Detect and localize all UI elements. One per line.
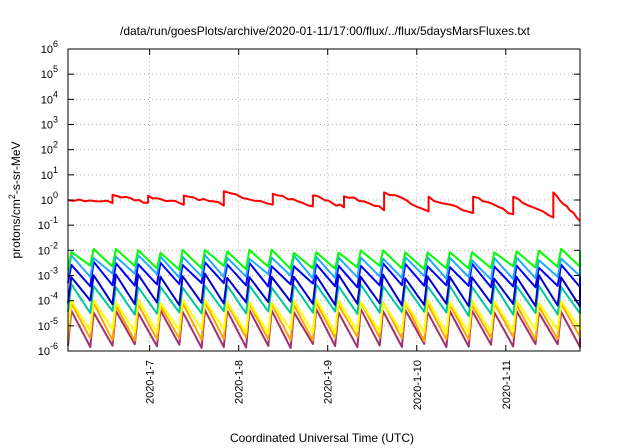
series-line [67, 247, 581, 271]
y-axis-label-sup: 2 [7, 194, 17, 199]
x-tick-label: 2020-1-8 [234, 360, 246, 404]
y-tick-base: 10 [41, 44, 53, 56]
y-tick-exponent: -2 [50, 240, 58, 250]
series-line [67, 260, 581, 289]
y-tick-label: 10-6 [38, 341, 58, 358]
y-tick-exponent: -1 [50, 215, 58, 225]
series-line [67, 272, 581, 308]
y-tick-exponent: 2 [53, 140, 58, 150]
y-tick-label: 102 [41, 140, 58, 157]
y-tick-label: 10-5 [38, 316, 58, 333]
y-tick-exponent: 4 [53, 89, 58, 99]
x-tick-label: 2020-1-11 [501, 360, 513, 409]
y-tick-base: 10 [41, 94, 53, 106]
y-axis-label-rest: -s-sr-MeV [9, 141, 23, 194]
y-tick-exponent: -4 [50, 291, 58, 301]
y-tick-exponent: -5 [50, 316, 58, 326]
y-tick-label: 10-1 [38, 215, 58, 232]
y-tick-label: 10-4 [38, 291, 58, 308]
y-tick-exponent: -3 [50, 266, 58, 276]
y-tick-label: 101 [41, 165, 58, 182]
y-tick-base: 10 [41, 69, 53, 81]
y-tick-base: 10 [38, 346, 50, 358]
y-tick-base: 10 [38, 271, 50, 283]
y-tick-label: 100 [41, 190, 58, 207]
series-line [67, 301, 581, 343]
x-tick-label: 2020-1-7 [145, 360, 157, 404]
series-line [67, 254, 581, 281]
ticks [68, 48, 580, 352]
y-tick-exponent: 1 [53, 165, 58, 175]
y-tick-labels: 10-610-510-410-310-210-11001011021031041… [38, 39, 58, 358]
y-tick-label: 105 [41, 64, 58, 81]
y-axis-label-base: protons/cm [9, 199, 23, 258]
y-tick-exponent: 6 [53, 39, 58, 49]
y-tick-exponent: 0 [53, 190, 58, 200]
series-line [67, 283, 581, 317]
chart-title: /data/run/goesPlots/archive/2020-01-11/1… [120, 24, 531, 38]
y-tick-label: 106 [41, 39, 58, 56]
x-axis-label: Coordinated Universal Time (UTC) [230, 431, 414, 445]
y-tick-base: 10 [38, 220, 50, 232]
series-layer [67, 190, 581, 349]
series-line [67, 307, 581, 349]
y-tick-base: 10 [41, 170, 53, 182]
y-tick-base: 10 [38, 245, 50, 257]
y-tick-base: 10 [41, 120, 53, 132]
y-tick-label: 10-3 [38, 266, 58, 283]
x-tick-label: 2020-1-10 [412, 360, 424, 410]
y-tick-exponent: 5 [53, 64, 58, 74]
y-tick-exponent: -6 [50, 341, 58, 351]
y-axis-label: protons/cm2-s-sr-MeV [7, 141, 23, 258]
series-line [67, 298, 581, 335]
y-tick-base: 10 [41, 195, 53, 207]
y-tick-base: 10 [41, 145, 53, 157]
series-line [67, 190, 581, 222]
y-tick-label: 10-2 [38, 240, 58, 257]
y-tick-base: 10 [38, 321, 50, 333]
x-tick-labels: 2020-1-7 2020-1-8 2020-1-9 2020-1-10 2020-1-… [145, 360, 513, 410]
y-tick-base: 10 [38, 296, 50, 308]
x-tick-label: 2020-1-9 [323, 360, 335, 404]
y-tick-exponent: 3 [53, 115, 58, 125]
y-tick-label: 103 [41, 115, 58, 132]
y-tick-label: 104 [41, 89, 58, 106]
